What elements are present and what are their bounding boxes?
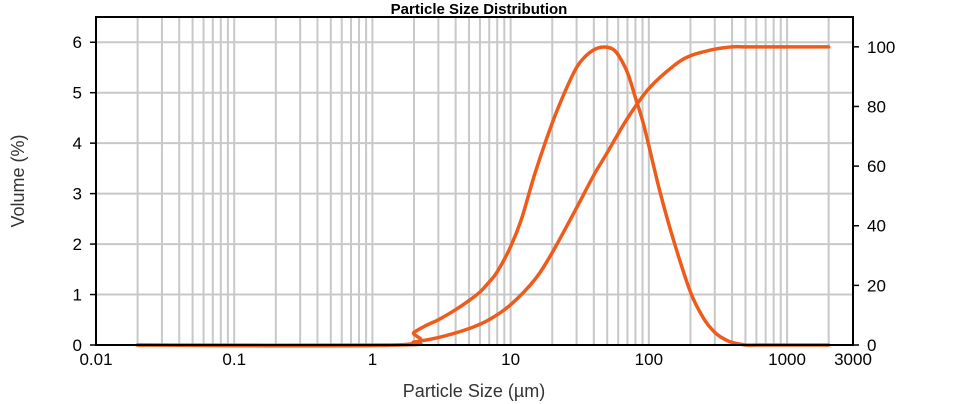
cumulative-volume-curve — [135, 44, 831, 347]
y-tick-label: 0 — [73, 336, 82, 355]
x-axis-title: Particle Size (µm) — [403, 381, 545, 401]
x-tick-label: 0.01 — [79, 350, 112, 369]
y-tick-label: 1 — [73, 286, 82, 305]
chart-title: Particle Size Distribution — [391, 1, 568, 18]
y-tick-label: 4 — [73, 134, 82, 153]
x-tick-label: 1 — [368, 350, 377, 369]
x-tick-label: 1000 — [768, 350, 806, 369]
x-tick-label: 100 — [635, 350, 663, 369]
x-tick-label: 0.1 — [222, 350, 246, 369]
y2-tick-label: 0 — [867, 336, 876, 355]
data-curves — [135, 44, 831, 348]
y-axis-title: Volume (%) — [8, 134, 28, 227]
y2-tick-label: 40 — [867, 217, 886, 236]
y2-tick-label: 20 — [867, 276, 886, 295]
y2-tick-label: 60 — [867, 157, 886, 176]
x-tick-label: 10 — [501, 350, 520, 369]
y-tick-labels: 0 1 2 3 4 5 6 — [73, 33, 96, 355]
x-tick-label: 3000 — [834, 350, 872, 369]
x-tick-labels: 0.01 0.1 1 10 100 1000 3000 — [79, 350, 871, 369]
y2-tick-labels: 0 20 40 60 80 100 — [853, 38, 895, 355]
y-tick-label: 5 — [73, 84, 82, 103]
y2-tick-label: 80 — [867, 97, 886, 116]
y-tick-label: 6 — [73, 33, 82, 52]
y-tick-label: 2 — [73, 235, 82, 254]
y-tick-label: 3 — [73, 185, 82, 204]
plot-frame — [95, 16, 854, 346]
y2-tick-label: 100 — [867, 38, 895, 57]
volume-distribution-curve — [135, 45, 831, 348]
